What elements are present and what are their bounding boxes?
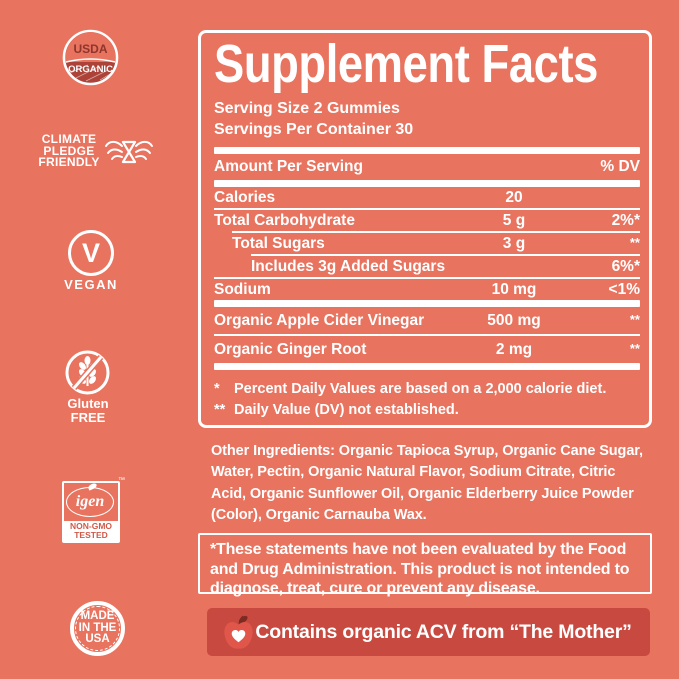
winged-hourglass-icon bbox=[104, 136, 154, 173]
igen-logo: igen bbox=[66, 487, 114, 517]
climate-line: FRIENDLY bbox=[38, 155, 100, 169]
nutrient-row-total-sugars: Total Sugars 3 g ** bbox=[232, 234, 640, 252]
footnote-mark: ** bbox=[214, 402, 226, 418]
footnotes: * Percent Daily Values are based on a 2,… bbox=[214, 379, 640, 421]
amount-value: 5 g bbox=[502, 211, 526, 229]
dv-value: 2%* bbox=[611, 211, 640, 229]
fda-disclaimer-box: *These statements have not been evaluate… bbox=[198, 533, 652, 597]
ingredient-row-ginger: Organic Ginger Root 2 mg ** bbox=[214, 340, 640, 358]
percent-dv-header: % DV bbox=[600, 158, 640, 175]
panel-title: Supplement Facts bbox=[214, 34, 598, 94]
thin-divider bbox=[251, 254, 640, 256]
banner-text: Contains organic ACV from “The Mother” bbox=[255, 620, 632, 643]
climate-pledge-friendly-badge: CLIMATE PLEDGE FRIENDLY bbox=[33, 132, 105, 169]
thin-divider bbox=[214, 277, 640, 279]
vegan-label: VEGAN bbox=[64, 277, 118, 292]
footnote-text: Daily Value (DV) not established. bbox=[234, 402, 459, 418]
svg-text:ORGANIC: ORGANIC bbox=[68, 64, 113, 75]
gluten-free-label: Gluten FREE bbox=[67, 396, 109, 425]
serving-size: Serving Size 2 Gummies bbox=[214, 100, 400, 117]
thick-divider bbox=[214, 363, 640, 370]
acv-mother-banner: Contains organic ACV from “The Mother” bbox=[207, 608, 650, 656]
amount-value: 3 g bbox=[502, 234, 526, 252]
made-in-usa-label: MADE IN THE USA bbox=[75, 606, 120, 651]
climate-line: PLEDGE bbox=[43, 143, 95, 158]
dv-value: ** bbox=[629, 235, 640, 250]
nutrient-row-calories: Calories 20 bbox=[214, 187, 640, 208]
climate-line: CLIMATE bbox=[41, 132, 97, 146]
amount-per-serving-header: Amount Per Serving bbox=[214, 158, 363, 175]
gluten-free-icon bbox=[64, 349, 111, 401]
servings-per-container: Servings Per Container 30 bbox=[214, 121, 414, 138]
dv-value: ** bbox=[629, 341, 640, 356]
dv-value: ** bbox=[629, 312, 640, 327]
vegan-icon: V bbox=[68, 230, 114, 276]
svg-text:USDA: USDA bbox=[73, 42, 107, 56]
igen-non-gmo-badge: ™ igen NON-GMO TESTED bbox=[62, 477, 125, 543]
thick-divider bbox=[214, 147, 640, 154]
amount-value: 20 bbox=[505, 188, 523, 206]
nutrient-row-carbohydrate: Total Carbohydrate 5 g 2%* bbox=[214, 211, 640, 229]
amount-value: 10 mg bbox=[491, 280, 537, 298]
apple-heart-icon bbox=[222, 613, 255, 656]
ingredient-row-acv: Organic Apple Cider Vinegar 500 mg ** bbox=[214, 311, 640, 329]
dv-value: <1% bbox=[608, 280, 640, 298]
thin-divider bbox=[214, 208, 640, 210]
made-in-usa-seal: MADE IN THE USA bbox=[70, 601, 125, 656]
trademark-symbol: ™ bbox=[118, 477, 125, 484]
thin-divider bbox=[232, 231, 640, 233]
amount-value: 2 mg bbox=[495, 340, 533, 358]
dv-value: 6%* bbox=[611, 257, 640, 275]
thick-divider bbox=[214, 300, 640, 307]
thin-divider bbox=[214, 334, 640, 336]
usda-organic-seal-icon: USDA ORGANIC bbox=[62, 29, 119, 91]
thick-divider bbox=[214, 180, 640, 187]
other-ingredients-text: Other Ingredients: Organic Tapioca Syrup… bbox=[211, 443, 643, 523]
non-gmo-tested-label: NON-GMO TESTED bbox=[64, 521, 118, 541]
supplement-facts-panel: Supplement Facts Serving Size 2 Gummies … bbox=[198, 30, 652, 428]
nutrient-row-added-sugars: Includes 3g Added Sugars 6%* bbox=[251, 257, 640, 275]
vegan-symbol: V bbox=[81, 237, 100, 268]
nutrient-row-sodium: Sodium 10 mg <1% bbox=[214, 280, 640, 298]
footnote-mark: * bbox=[214, 381, 220, 397]
amount-value: 500 mg bbox=[487, 311, 541, 329]
footnote-text: Percent Daily Values are based on a 2,00… bbox=[234, 381, 607, 397]
